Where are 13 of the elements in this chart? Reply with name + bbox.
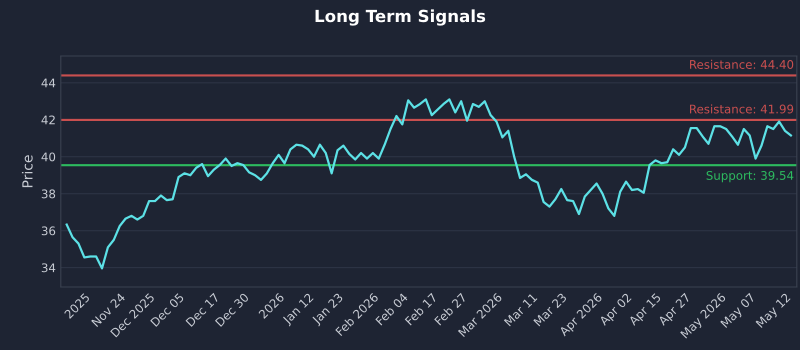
y-tick-label: 42	[41, 115, 55, 124]
y-axis-title: Price	[22, 155, 33, 188]
y-tick-label: 40	[41, 152, 56, 162]
ref-line-label: Resistance: 44.40	[690, 60, 794, 69]
ref-line-label: Resistance: 41.99	[690, 104, 794, 114]
y-tick-label: 34	[42, 263, 56, 272]
chart-title: Long Term Signals	[316, 9, 486, 26]
x-tick-label: Feb 27	[434, 292, 467, 326]
y-tick-label: 44	[41, 78, 56, 88]
line-series	[66, 98, 792, 270]
ref-line-label: Support: 39.54	[706, 170, 794, 182]
y-tick-label: 38	[42, 189, 56, 198]
y-tick-label: 36	[42, 226, 56, 236]
